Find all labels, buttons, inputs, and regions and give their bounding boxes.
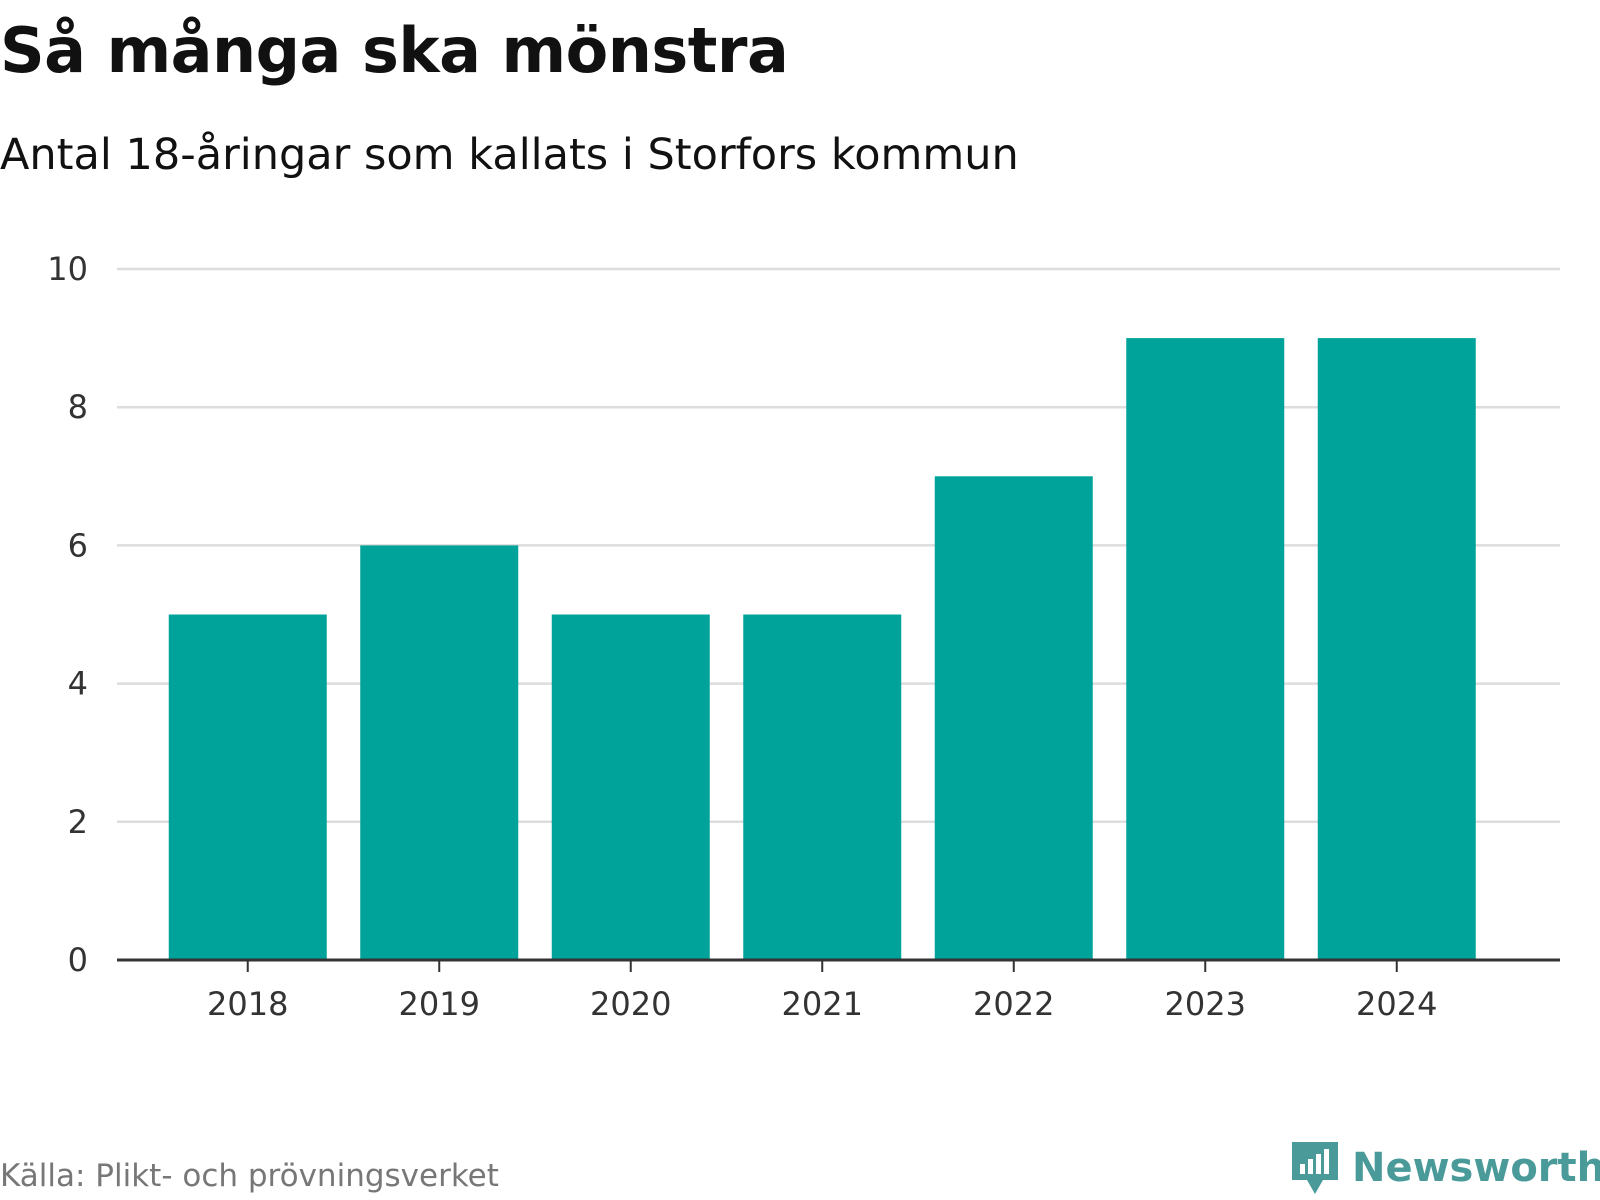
y-tick-label-2: 2 (68, 803, 88, 841)
x-tick-label-2018: 2018 (207, 985, 288, 1023)
x-tick-label-2022: 2022 (973, 985, 1054, 1023)
bar-2023 (1126, 338, 1285, 961)
tick-labels: 0 2 4 6 8 10 2018 2019 2020 2021 2022 2023 2024 (47, 250, 1437, 1023)
x-tick-label-2024: 2024 (1356, 985, 1437, 1023)
source-note: Källa: Plikt- och prövningsverket (0, 1158, 499, 1194)
chart-subtitle: Antal 18-åringar som kallats i Storfors … (0, 130, 1019, 180)
bars (168, 338, 1476, 961)
bar-2019 (360, 545, 519, 960)
axes (117, 958, 1560, 972)
x-tick-label-2023: 2023 (1165, 985, 1246, 1023)
y-tick-label-8: 8 (68, 388, 88, 426)
newsworthy-logo-icon (1292, 1142, 1338, 1194)
bar-2020 (551, 614, 710, 960)
x-tick-label-2019: 2019 (399, 985, 480, 1023)
chart-title: Så många ska mönstra (0, 14, 789, 87)
bar-2021 (743, 614, 902, 960)
y-tick-label-0: 0 (68, 941, 88, 979)
bar-chart: 0 2 4 6 8 10 2018 2019 2020 2021 2022 2023 2024 (47, 250, 1560, 1023)
brand-logo: Newsworthy (1290, 1140, 1600, 1196)
bar-2022 (934, 476, 1093, 960)
bar-2024 (1317, 338, 1476, 961)
x-tick-label-2021: 2021 (782, 985, 863, 1023)
bar-2018 (168, 614, 327, 960)
y-tick-label-6: 6 (68, 526, 88, 564)
y-tick-label-4: 4 (68, 665, 88, 703)
y-tick-label-10: 10 (47, 250, 88, 288)
brand-name: Newsworthy (1352, 1145, 1600, 1191)
x-tick-label-2020: 2020 (590, 985, 671, 1023)
